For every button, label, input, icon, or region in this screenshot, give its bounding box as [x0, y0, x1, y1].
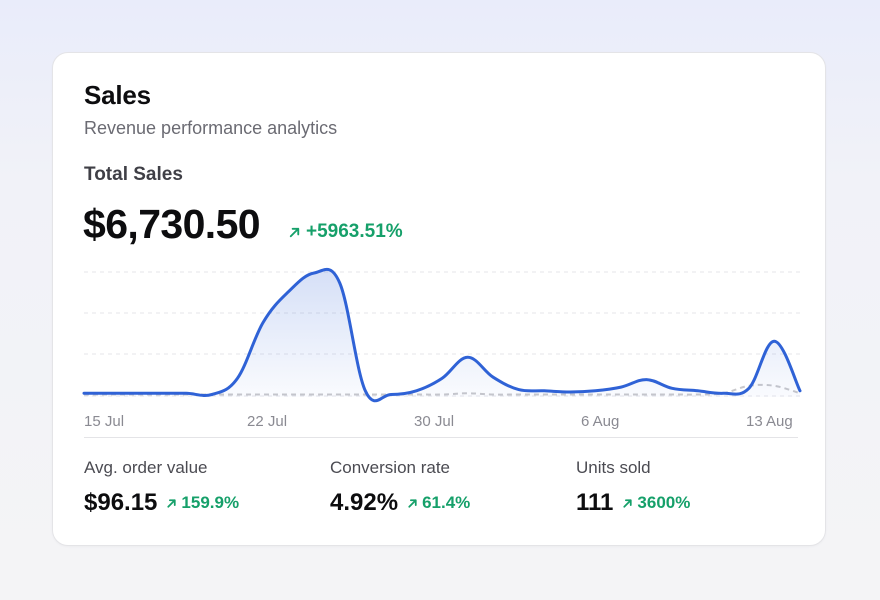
x-axis-tick-label: 13 Aug — [746, 413, 793, 430]
total-sales-value: $6,730.50 — [83, 201, 261, 247]
sales-series-area — [84, 269, 800, 401]
total-sales-change: +5963.51% — [287, 221, 403, 243]
sales-area-chart — [82, 267, 802, 403]
x-axis-tick-label: 30 Jul — [414, 413, 455, 430]
sales-card: Sales Revenue performance analytics Tota… — [52, 52, 826, 546]
arrow-up-right-icon — [408, 498, 417, 508]
metric-change: 159.9% — [165, 493, 239, 513]
metric-conversion-rate: Conversion rate 4.92% 61.4% — [330, 458, 470, 517]
x-axis-tick-label: 22 Jul — [247, 413, 288, 430]
metric-avg-order-value: Avg. order value $96.15 159.9% — [84, 458, 239, 517]
total-sales-label: Total Sales — [84, 164, 183, 185]
total-sales-change-value: +5963.51% — [306, 221, 403, 242]
metric-label: Conversion rate — [330, 458, 451, 477]
metric-change-value: 61.4% — [422, 493, 471, 512]
metrics-divider — [84, 437, 798, 438]
arrow-up-right-icon — [623, 498, 633, 508]
arrow-up-right-icon — [289, 227, 300, 237]
card-subtitle: Revenue performance analytics — [84, 118, 338, 138]
card-title: Sales — [84, 80, 151, 110]
metric-value: 111 — [576, 489, 614, 516]
metric-value: $96.15 — [84, 489, 158, 516]
sales-series-line — [82, 267, 802, 403]
metric-units-sold: Units sold 111 3600% — [576, 458, 690, 517]
metric-change-value: 159.9% — [181, 493, 240, 512]
x-axis-tick-label: 6 Aug — [581, 413, 620, 430]
metric-change: 61.4% — [406, 493, 470, 513]
x-axis-tick-label: 15 Jul — [84, 413, 125, 430]
metric-label: Avg. order value — [84, 458, 208, 477]
metric-value: 4.92% — [330, 489, 399, 516]
metric-label: Units sold — [576, 458, 651, 477]
metric-change: 3600% — [621, 493, 690, 513]
arrow-up-right-icon — [167, 498, 177, 508]
metric-change-value: 3600% — [637, 493, 691, 512]
